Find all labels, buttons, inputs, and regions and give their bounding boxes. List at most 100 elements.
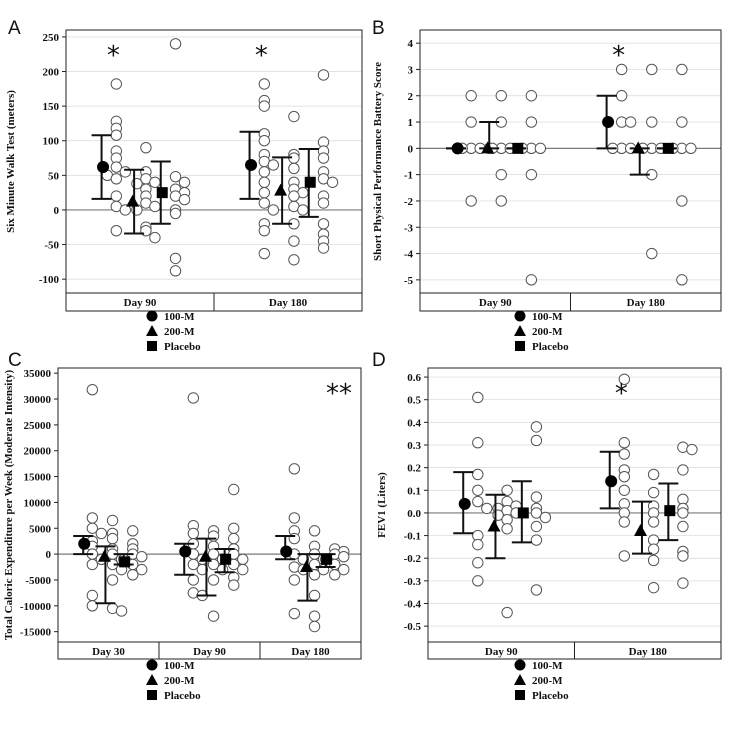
mean-marker-placebo bbox=[305, 177, 316, 188]
category-group bbox=[275, 464, 349, 632]
data-point bbox=[107, 533, 117, 543]
data-point bbox=[309, 526, 319, 536]
data-point bbox=[289, 191, 299, 201]
mean-marker-100m bbox=[605, 475, 617, 487]
data-point bbox=[111, 79, 121, 89]
data-point bbox=[531, 585, 541, 595]
data-point bbox=[531, 492, 541, 502]
data-point bbox=[111, 174, 121, 184]
legend-square-icon bbox=[515, 690, 525, 700]
data-point bbox=[259, 177, 269, 187]
data-point bbox=[327, 177, 337, 187]
mean-marker-100m bbox=[179, 546, 191, 558]
significance-marker: * bbox=[107, 41, 120, 71]
data-point bbox=[466, 91, 476, 101]
legend-label: 100-M bbox=[532, 311, 563, 323]
data-point bbox=[111, 191, 121, 201]
data-point bbox=[111, 130, 121, 140]
data-point bbox=[150, 232, 160, 242]
legend: 100-M 200-M Placebo bbox=[514, 311, 569, 354]
mean-marker-placebo bbox=[663, 143, 674, 154]
data-point bbox=[678, 465, 688, 475]
data-point bbox=[619, 471, 629, 481]
legend-square-icon bbox=[147, 690, 157, 700]
y-tick-label: -0.2 bbox=[404, 553, 422, 565]
figure: A -100 -50 0 50 100 150 200 250 Six Minute Walk T… bbox=[0, 0, 732, 725]
data-point bbox=[188, 528, 198, 538]
y-tick-label: 0.6 bbox=[407, 372, 421, 384]
y-tick-label: 2 bbox=[408, 91, 414, 103]
category-label: Day 90 bbox=[124, 297, 157, 309]
y-tick-label: 150 bbox=[43, 101, 60, 113]
data-point bbox=[268, 205, 278, 215]
mean-marker-200m bbox=[126, 195, 139, 207]
panel-c: C-15000-10000-50000500010000150002000025… bbox=[3, 350, 361, 702]
y-tick-label: -2 bbox=[404, 196, 414, 208]
legend-circle-icon bbox=[515, 660, 526, 671]
data-point bbox=[625, 117, 635, 127]
legend-circle-icon bbox=[147, 311, 158, 322]
data-point bbox=[128, 526, 138, 536]
figure-canvas: A-100-50050100150200250Six Minute Walk T… bbox=[0, 0, 732, 725]
data-point bbox=[473, 485, 483, 495]
data-point bbox=[677, 196, 687, 206]
data-point bbox=[678, 521, 688, 531]
y-tick-label: 35000 bbox=[24, 368, 52, 380]
data-point bbox=[170, 39, 180, 49]
data-point bbox=[531, 535, 541, 545]
data-point bbox=[648, 487, 658, 497]
legend-square-icon bbox=[147, 341, 157, 351]
data-point bbox=[531, 435, 541, 445]
legend-triangle-icon bbox=[514, 325, 526, 336]
data-point bbox=[339, 551, 349, 561]
category-group bbox=[453, 392, 550, 618]
data-point bbox=[87, 385, 97, 395]
data-point bbox=[678, 551, 688, 561]
data-point bbox=[96, 528, 106, 538]
legend-triangle-icon bbox=[146, 325, 158, 336]
data-point bbox=[482, 503, 492, 513]
category-group bbox=[92, 39, 190, 276]
legend-label: Placebo bbox=[164, 341, 201, 353]
data-point bbox=[188, 575, 198, 585]
legend-triangle-icon bbox=[146, 674, 158, 685]
y-tick-label: 0 bbox=[46, 549, 52, 561]
data-point bbox=[531, 422, 541, 432]
mean-marker-placebo bbox=[157, 187, 168, 198]
significance-marker: * bbox=[612, 41, 625, 71]
data-point bbox=[502, 607, 512, 617]
data-point bbox=[686, 143, 696, 153]
y-tick-label: 25000 bbox=[24, 420, 52, 432]
mean-marker-placebo bbox=[512, 143, 523, 154]
y-tick-label: 15000 bbox=[24, 472, 52, 484]
mean-marker-100m bbox=[602, 116, 614, 128]
data-point bbox=[259, 187, 269, 197]
y-tick-label: -4 bbox=[404, 249, 414, 261]
data-point bbox=[150, 201, 160, 211]
data-point bbox=[473, 438, 483, 448]
data-point bbox=[677, 117, 687, 127]
data-point bbox=[289, 255, 299, 265]
y-tick-label: 0.0 bbox=[407, 508, 421, 520]
data-point bbox=[473, 392, 483, 402]
data-point bbox=[687, 444, 697, 454]
data-point bbox=[309, 611, 319, 621]
panel-letter: A bbox=[8, 18, 21, 39]
data-point bbox=[648, 517, 658, 527]
mean-marker-100m bbox=[280, 546, 292, 558]
y-tick-label: 200 bbox=[43, 67, 60, 79]
panel-d: D -0.5 -0.4 -0.3 -0.2 -0.1 0.0 0.1 0.2 0.3 0.4 0.5 0… bbox=[372, 350, 721, 702]
category-label: Day 30 bbox=[92, 646, 125, 658]
legend: 100-M 200-M Placebo bbox=[146, 660, 201, 703]
data-point bbox=[259, 101, 269, 111]
panel-letter: D bbox=[372, 350, 386, 371]
data-point bbox=[87, 601, 97, 611]
legend-label: 200-M bbox=[164, 675, 195, 687]
data-point bbox=[647, 64, 657, 74]
y-tick-label: -3 bbox=[404, 222, 414, 234]
data-point bbox=[309, 621, 319, 631]
y-tick-label: 0 bbox=[54, 205, 60, 217]
y-tick-label: 30000 bbox=[24, 394, 52, 406]
data-point bbox=[87, 590, 97, 600]
y-tick-label: 250 bbox=[43, 32, 60, 44]
